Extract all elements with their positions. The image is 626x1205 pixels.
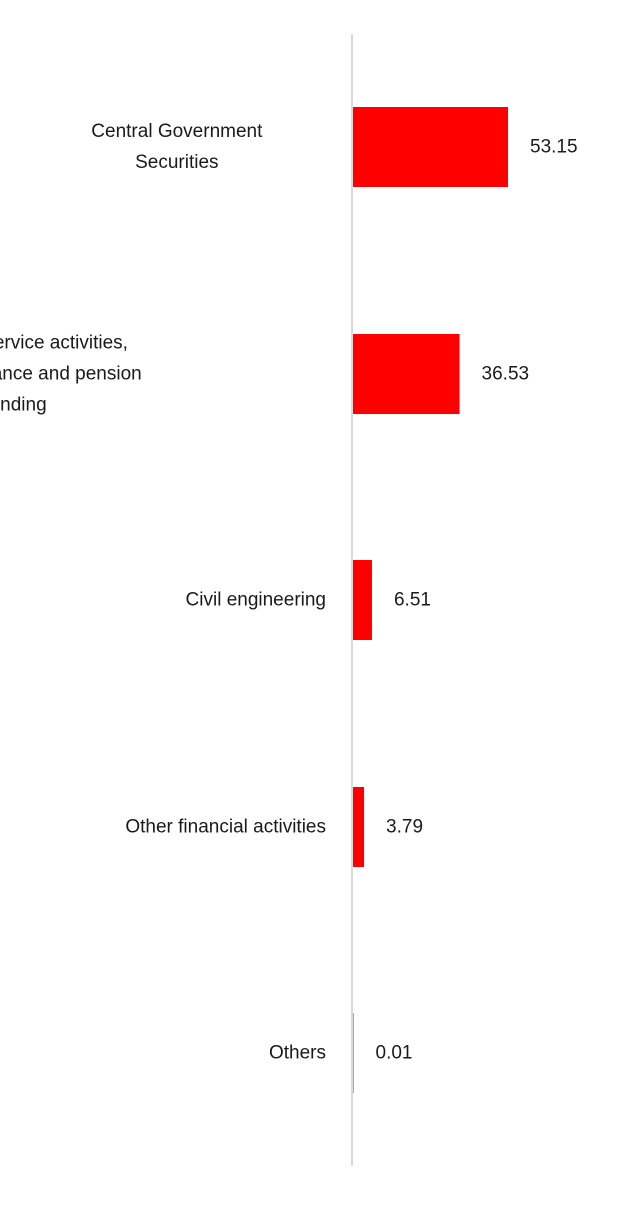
category-label: Other financial activities <box>125 817 326 838</box>
category-label-line: Central Government <box>91 121 263 142</box>
category-label: Civil engineering <box>186 590 326 611</box>
category-label: Others <box>269 1043 326 1064</box>
category-label-line: Financial service activities, <box>0 333 128 354</box>
value-label: 53.15 <box>530 137 578 158</box>
value-labels-group: 53.15 36.53 6.51 3.79 0.01 <box>376 137 578 1064</box>
value-label: 0.01 <box>376 1043 413 1064</box>
bar <box>353 787 365 867</box>
bar <box>353 560 372 640</box>
bar <box>353 107 508 187</box>
category-label: Financial service activities, except insu… <box>0 333 142 416</box>
bar <box>353 1013 354 1093</box>
category-label: Central Government Securities <box>91 121 263 173</box>
category-label-line: Securities <box>135 152 218 173</box>
category-label-line: Other financial activities <box>125 817 326 838</box>
category-label-line: Others <box>269 1043 326 1064</box>
category-label-line: funding <box>0 395 47 416</box>
bars-group <box>353 107 508 1093</box>
bar <box>353 334 460 414</box>
category-label-line: except insurance and pension <box>0 364 142 385</box>
category-labels-group: Central Government Securities Financial se… <box>0 121 326 1064</box>
value-label: 6.51 <box>394 590 431 611</box>
value-label: 3.79 <box>386 817 423 838</box>
value-label: 36.53 <box>482 364 530 385</box>
category-label-line: Civil engineering <box>186 590 326 611</box>
